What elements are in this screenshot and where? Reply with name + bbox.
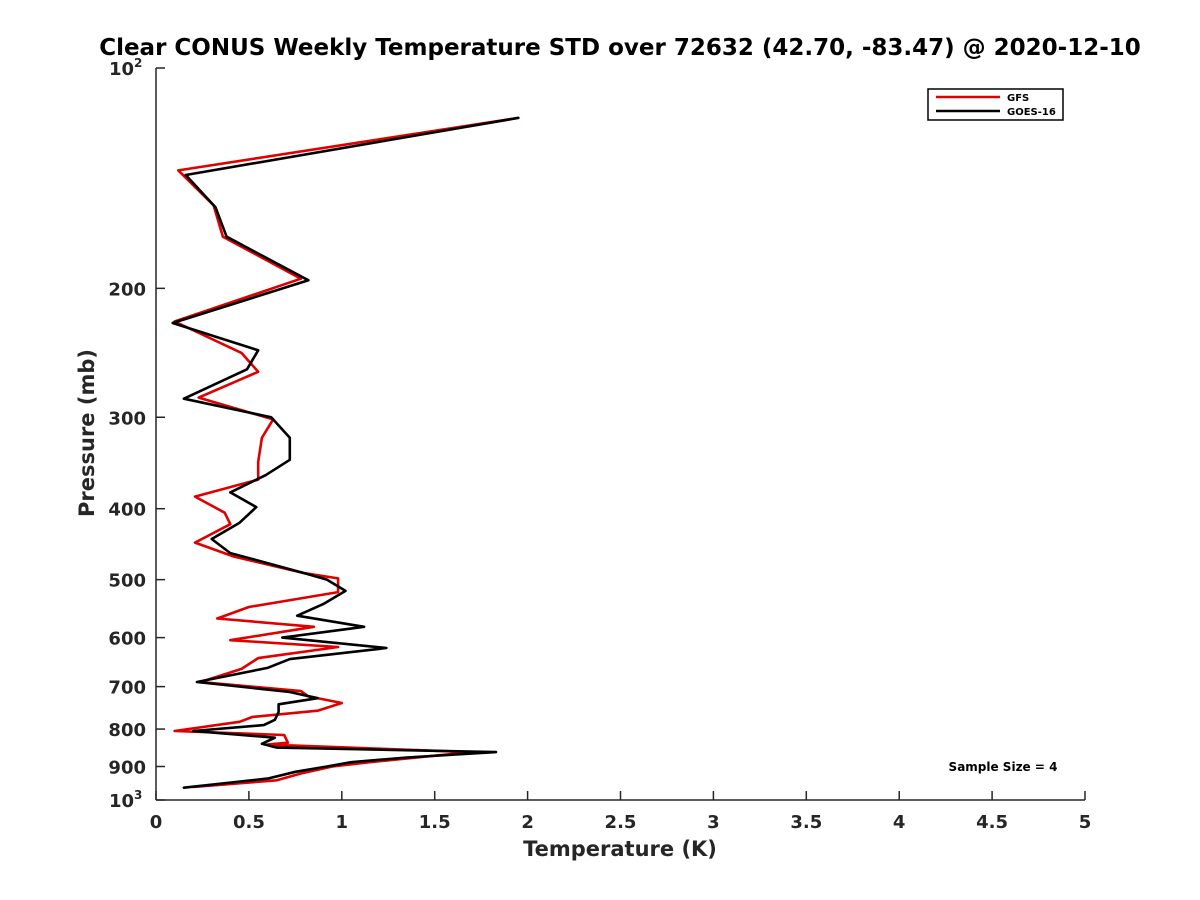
series-line-gfs [173,116,520,789]
y-tick-label: 10 [109,791,134,812]
chart-title: Clear CONUS Weekly Temperature STD over … [99,35,1141,61]
legend-label-goes16: GOES-16 [1007,107,1056,118]
x-tick-label: 3 [707,812,720,833]
x-axis-ticks: 0 0.5 1 1.5 2 2.5 3 3.5 4 4.5 5 [150,791,1092,833]
y-tick-exponent: 2 [134,56,142,70]
y-tick-label: 200 [108,279,146,300]
x-axis-label: Temperature (K) [523,837,717,861]
x-tick-label: 4 [893,812,906,833]
legend-label-gfs: GFS [1007,93,1029,104]
x-tick-label: 5 [1079,812,1092,833]
y-tick-label: 700 [108,678,146,699]
x-tick-label: 4.5 [976,812,1008,833]
legend-box [927,88,1064,121]
x-tick-label: 2.5 [605,812,637,833]
x-tick-label: 2 [521,812,534,833]
y-axis-label: Pressure (mb) [75,349,99,517]
x-tick-label: 1.5 [419,812,451,833]
y-tick-label: 600 [108,629,146,650]
y-tick-label: 10 [109,59,134,80]
legend: GFS GOES-16 [927,88,1064,121]
x-tick-label: 0.5 [233,812,265,833]
x-tick-label: 0 [150,812,163,833]
y-tick-label: 400 [108,500,146,521]
y-tick-exponent: 3 [134,788,142,802]
x-tick-label: 1 [336,812,349,833]
sample-size-annotation: Sample Size = 4 [949,760,1058,774]
series-line-goes16 [171,116,520,790]
y-tick-label: 500 [108,571,146,592]
y-tick-label: 800 [108,720,146,741]
series-lines [171,116,520,790]
x-tick-label: 3.5 [790,812,822,833]
y-tick-label: 900 [108,758,146,779]
y-tick-label: 300 [108,408,146,429]
